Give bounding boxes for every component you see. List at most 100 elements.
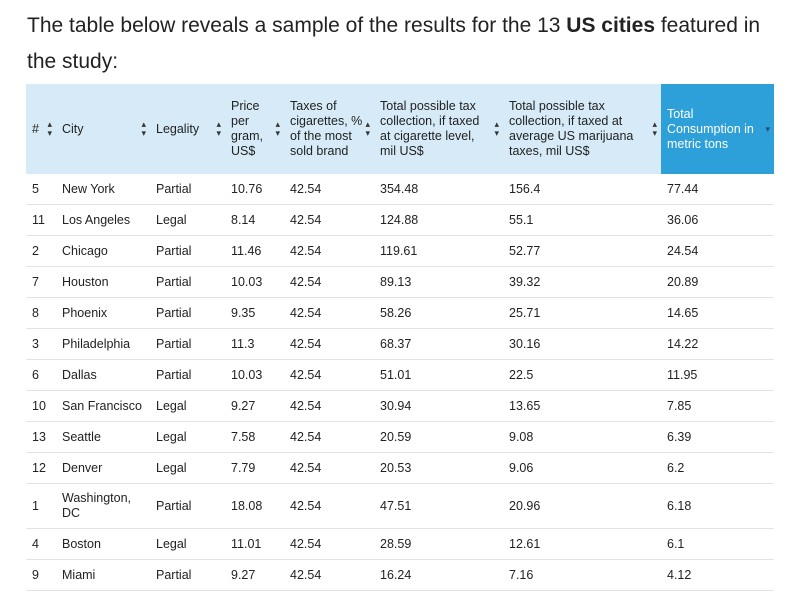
cell-city: San Francisco xyxy=(56,390,150,422)
cell-legality: Partial xyxy=(150,483,225,529)
intro-paragraph: The table below reveals a sample of the … xyxy=(27,8,787,80)
cell-num: 2 xyxy=(26,235,56,267)
cell-city: Los Angeles xyxy=(56,204,150,236)
cell-price-per-gram: 10.76 xyxy=(225,174,284,205)
results-table: # ▴ ▾ City ▴ ▾ Legality ▴ ▾ Price per gram, US$ ▴ ▾… xyxy=(26,84,774,591)
cell-city: Seattle xyxy=(56,421,150,453)
cell-legality: Partial xyxy=(150,266,225,298)
cell-city: Miami xyxy=(56,559,150,591)
cell-total-consumption: 36.06 xyxy=(661,204,774,236)
column-header-city[interactable]: City ▴ ▾ xyxy=(56,84,150,174)
cell-price-per-gram: 11.01 xyxy=(225,528,284,560)
table-row: 1 Washington, DC Partial 18.08 42.54 47.51 20.… xyxy=(26,483,774,529)
cell-total-consumption: 6.1 xyxy=(661,528,774,560)
table-row: 9 Miami Partial 9.27 42.54 16.24 7.16 4.12 xyxy=(26,559,774,591)
cell-city: Washington, DC xyxy=(56,483,150,529)
cell-num: 11 xyxy=(26,204,56,236)
cell-cigarette-taxes: 42.54 xyxy=(284,235,374,267)
cell-price-per-gram: 11.46 xyxy=(225,235,284,267)
cell-tax-cigarette-level: 51.01 xyxy=(374,359,503,391)
cell-price-per-gram: 9.27 xyxy=(225,559,284,591)
cell-num: 12 xyxy=(26,452,56,484)
cell-num: 7 xyxy=(26,266,56,298)
cell-total-consumption: 14.22 xyxy=(661,328,774,360)
cell-total-consumption: 6.2 xyxy=(661,452,774,484)
cell-legality: Legal xyxy=(150,390,225,422)
cell-city: Phoenix xyxy=(56,297,150,329)
sort-toggle-icon[interactable]: ▴ ▾ xyxy=(652,119,657,138)
cell-price-per-gram: 18.08 xyxy=(225,483,284,529)
sort-toggle-icon[interactable]: ▴ ▾ xyxy=(494,119,499,138)
cell-legality: Partial xyxy=(150,235,225,267)
intro-text: The table below reveals a sample of the … xyxy=(27,14,567,37)
cell-num: 3 xyxy=(26,328,56,360)
cell-tax-marijuana-level: 12.61 xyxy=(503,528,661,560)
column-header-label: Price per gram, US$ xyxy=(231,99,263,158)
cell-city: Philadelphia xyxy=(56,328,150,360)
column-header-num[interactable]: # ▴ ▾ xyxy=(26,84,56,174)
cell-tax-cigarette-level: 89.13 xyxy=(374,266,503,298)
table-row: 8 Phoenix Partial 9.35 42.54 58.26 25.71 14.65 xyxy=(26,297,774,329)
column-header-label: Legality xyxy=(156,121,200,136)
table-row: 12 Denver Legal 7.79 42.54 20.53 9.06 6.2 xyxy=(26,452,774,484)
sort-toggle-icon[interactable]: ▴ ▾ xyxy=(141,119,146,138)
sort-toggle-icon[interactable]: ▴ ▾ xyxy=(365,119,370,138)
sort-toggle-icon[interactable]: ▴ ▾ xyxy=(275,119,280,138)
cell-city: Denver xyxy=(56,452,150,484)
column-header-price-per-gram[interactable]: Price per gram, US$ ▴ ▾ xyxy=(225,84,284,174)
cell-total-consumption: 6.18 xyxy=(661,483,774,529)
sort-toggle-icon[interactable]: ▴ ▾ xyxy=(216,119,221,138)
column-header-legality[interactable]: Legality ▴ ▾ xyxy=(150,84,225,174)
cell-tax-marijuana-level: 39.32 xyxy=(503,266,661,298)
sort-descending-icon[interactable]: ▾ xyxy=(765,123,770,134)
column-header-tax-marijuana-level[interactable]: Total possible tax collection, if taxed … xyxy=(503,84,661,174)
cell-tax-marijuana-level: 13.65 xyxy=(503,390,661,422)
cell-cigarette-taxes: 42.54 xyxy=(284,266,374,298)
table-row: 7 Houston Partial 10.03 42.54 89.13 39.32 20.89 xyxy=(26,266,774,298)
cell-tax-marijuana-level: 22.5 xyxy=(503,359,661,391)
table-row: 5 New York Partial 10.76 42.54 354.48 156.4 77.… xyxy=(26,174,774,205)
cell-legality: Partial xyxy=(150,297,225,329)
cell-legality: Partial xyxy=(150,559,225,591)
cell-cigarette-taxes: 42.54 xyxy=(284,359,374,391)
cell-price-per-gram: 11.3 xyxy=(225,328,284,360)
cell-price-per-gram: 9.35 xyxy=(225,297,284,329)
table-row: 6 Dallas Partial 10.03 42.54 51.01 22.5 11.95 xyxy=(26,359,774,391)
cell-price-per-gram: 7.79 xyxy=(225,452,284,484)
cell-cigarette-taxes: 42.54 xyxy=(284,328,374,360)
cell-total-consumption: 7.85 xyxy=(661,390,774,422)
cell-tax-cigarette-level: 20.53 xyxy=(374,452,503,484)
cell-cigarette-taxes: 42.54 xyxy=(284,297,374,329)
cell-tax-cigarette-level: 119.61 xyxy=(374,235,503,267)
cell-tax-marijuana-level: 20.96 xyxy=(503,483,661,529)
intro-text-end: featured in the study: xyxy=(27,14,761,73)
cell-total-consumption: 11.95 xyxy=(661,359,774,391)
cell-num: 9 xyxy=(26,559,56,591)
cell-legality: Legal xyxy=(150,204,225,236)
cell-tax-marijuana-level: 7.16 xyxy=(503,559,661,591)
cell-num: 5 xyxy=(26,174,56,205)
table-row: 13 Seattle Legal 7.58 42.54 20.59 9.08 6.39 xyxy=(26,421,774,453)
cell-tax-marijuana-level: 9.06 xyxy=(503,452,661,484)
cell-tax-cigarette-level: 16.24 xyxy=(374,559,503,591)
cell-price-per-gram: 10.03 xyxy=(225,266,284,298)
cell-tax-cigarette-level: 47.51 xyxy=(374,483,503,529)
cell-legality: Partial xyxy=(150,174,225,205)
column-header-total-consumption[interactable]: Total Consumption in metric tons ▾ xyxy=(661,84,774,174)
cell-cigarette-taxes: 42.54 xyxy=(284,390,374,422)
column-header-label: Total possible tax collection, if taxed … xyxy=(380,99,480,158)
cell-price-per-gram: 7.58 xyxy=(225,421,284,453)
column-header-tax-cigarette-level[interactable]: Total possible tax collection, if taxed … xyxy=(374,84,503,174)
cell-tax-marijuana-level: 55.1 xyxy=(503,204,661,236)
cell-price-per-gram: 8.14 xyxy=(225,204,284,236)
cell-num: 10 xyxy=(26,390,56,422)
table-row: 3 Philadelphia Partial 11.3 42.54 68.37 30.16 1… xyxy=(26,328,774,360)
column-header-cigarette-taxes[interactable]: Taxes of cigarettes, % of the most sold … xyxy=(284,84,374,174)
table-row: 11 Los Angeles Legal 8.14 42.54 124.88 55.1 36.… xyxy=(26,204,774,236)
cell-num: 6 xyxy=(26,359,56,391)
cell-price-per-gram: 9.27 xyxy=(225,390,284,422)
cell-legality: Partial xyxy=(150,328,225,360)
table-row: 2 Chicago Partial 11.46 42.54 119.61 52.77 24.5… xyxy=(26,235,774,267)
sort-toggle-icon[interactable]: ▴ ▾ xyxy=(47,119,52,138)
cell-legality: Legal xyxy=(150,452,225,484)
